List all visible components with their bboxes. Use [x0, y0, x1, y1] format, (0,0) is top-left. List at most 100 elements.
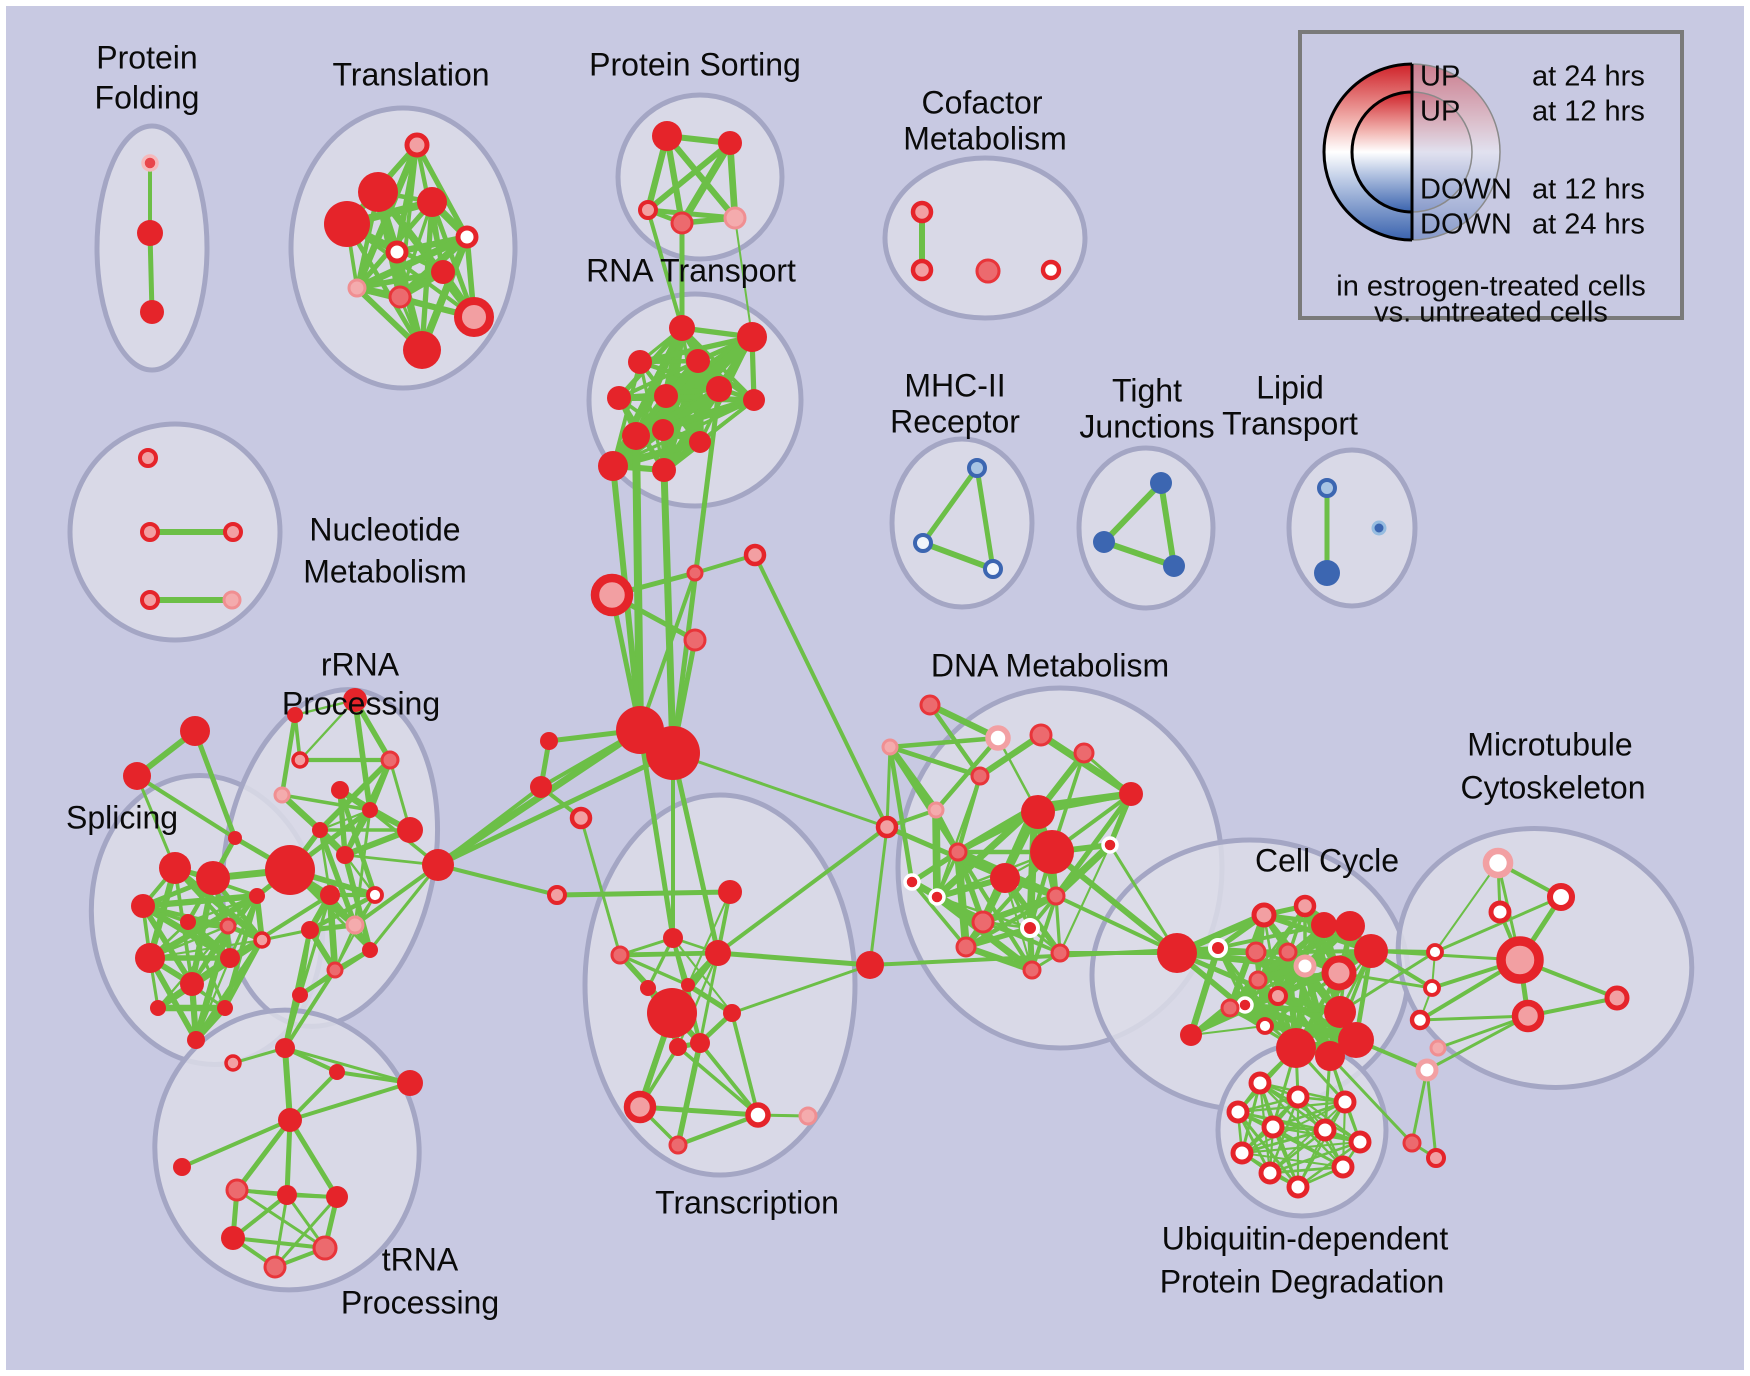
gene-node — [225, 1178, 249, 1202]
mesh-edge — [1240, 1140, 1362, 1155]
mesh-edge — [617, 359, 700, 400]
cluster-ellipse-microtubule — [1395, 826, 1695, 1090]
interaction-edge — [920, 540, 996, 572]
gene-node — [1331, 1155, 1355, 1179]
mesh-edge — [368, 863, 440, 952]
gene-node — [380, 750, 400, 770]
interaction-edge — [637, 1104, 761, 1118]
gene-node — [1021, 795, 1055, 829]
gene-node — [1236, 996, 1254, 1014]
interaction-edge — [287, 1117, 340, 1200]
gene-node — [1311, 912, 1337, 938]
gene-node — [277, 1185, 297, 1205]
gene-node — [681, 978, 695, 992]
legend-left-arc-outer — [1322, 62, 1413, 242]
mesh-edge — [1052, 841, 1114, 900]
legend-time-label: at 12 hrs — [1532, 96, 1645, 128]
gene-node — [590, 573, 634, 617]
gene-node — [798, 1106, 818, 1126]
backbone-edge — [1328, 1054, 1414, 1145]
gene-node — [180, 716, 210, 746]
backbone-edge — [885, 745, 892, 829]
legend-direction-label: DOWN — [1420, 174, 1512, 206]
gene-node — [928, 888, 946, 906]
mesh-edge — [954, 848, 970, 951]
gene-node — [1338, 1022, 1374, 1058]
gene-node — [347, 278, 367, 298]
backbone-edge — [670, 750, 721, 956]
backbone-edge — [734, 217, 753, 338]
mesh-edge — [927, 702, 983, 779]
backbone-edge — [868, 825, 889, 967]
gene-node — [743, 543, 767, 567]
gene-node — [187, 1031, 205, 1049]
gene-node — [875, 815, 899, 839]
cluster-label-microtubule: Cytoskeleton — [1461, 769, 1646, 805]
mesh-edge — [698, 398, 756, 444]
gene-node — [362, 942, 378, 958]
gene-node — [990, 863, 1020, 893]
mesh-edge — [279, 712, 298, 798]
gene-node — [1073, 742, 1095, 764]
gene-node — [345, 915, 365, 935]
cluster-ellipse-cofactor-metabolism — [882, 155, 1088, 321]
gene-node — [652, 458, 676, 482]
interaction-edge — [1418, 1014, 1530, 1022]
cluster-ellipse-transcription — [582, 792, 858, 1178]
mesh-edge — [307, 892, 378, 933]
gene-node — [1293, 954, 1317, 978]
mesh-edge — [1216, 923, 1326, 950]
gene-node — [222, 590, 242, 610]
gene-node — [301, 921, 319, 939]
backbone-edge — [1338, 950, 1437, 1014]
gene-node — [638, 200, 658, 220]
backbone-edge — [1425, 1014, 1530, 1072]
legend-footer-text: in estrogen-treated cells — [1336, 271, 1646, 303]
cluster-label-cofactor-metabolism: Metabolism — [903, 120, 1067, 156]
gene-node — [718, 131, 742, 155]
mesh-edge — [352, 862, 441, 928]
gene-node — [706, 376, 732, 402]
interaction-edge — [282, 1045, 293, 1123]
mesh-edge — [317, 757, 393, 833]
gene-node — [718, 880, 742, 904]
interaction-edge — [1434, 862, 1499, 953]
mesh-edge — [429, 199, 477, 320]
gene-node — [737, 322, 767, 352]
gene-node — [180, 972, 204, 996]
mesh-edge — [1037, 731, 1135, 798]
backbone-edge — [646, 208, 684, 330]
interaction-edge — [192, 728, 238, 841]
mesh-edge — [139, 892, 261, 910]
mesh-edge — [1216, 946, 1267, 1028]
mesh-edge — [1189, 1024, 1267, 1037]
mesh-edge — [337, 787, 348, 858]
mesh-edge — [618, 953, 690, 987]
gene-node — [607, 386, 631, 410]
interaction-edge — [1425, 1068, 1438, 1160]
mesh-edge — [1058, 843, 1112, 955]
mesh-edge — [675, 1112, 761, 1148]
mesh-edge — [298, 893, 332, 997]
cluster-label-rna-transport: RNA Transport — [586, 252, 796, 288]
mesh-edge — [955, 849, 1035, 973]
cluster-label-rrna-processing: rRNA — [321, 646, 400, 682]
cluster-label-translation: Translation — [332, 56, 489, 92]
mesh-edge — [963, 893, 1059, 950]
gene-node — [135, 943, 165, 973]
gene-node — [622, 422, 650, 450]
cluster-label-cell-cycle: Cell Cycle — [1255, 842, 1399, 878]
gene-node — [1426, 943, 1444, 961]
mesh-edge — [675, 1040, 703, 1148]
interaction-edge — [974, 465, 996, 572]
gene-node — [221, 1226, 245, 1250]
cluster-label-trna-processing: Processing — [341, 1284, 499, 1320]
gene-node — [1030, 830, 1074, 874]
mesh-edge — [979, 892, 1060, 926]
mesh-edge — [1187, 944, 1222, 1039]
mesh-edge — [352, 697, 373, 813]
gene-node — [910, 200, 934, 224]
gene-node — [983, 559, 1003, 579]
gene-node — [422, 849, 454, 881]
